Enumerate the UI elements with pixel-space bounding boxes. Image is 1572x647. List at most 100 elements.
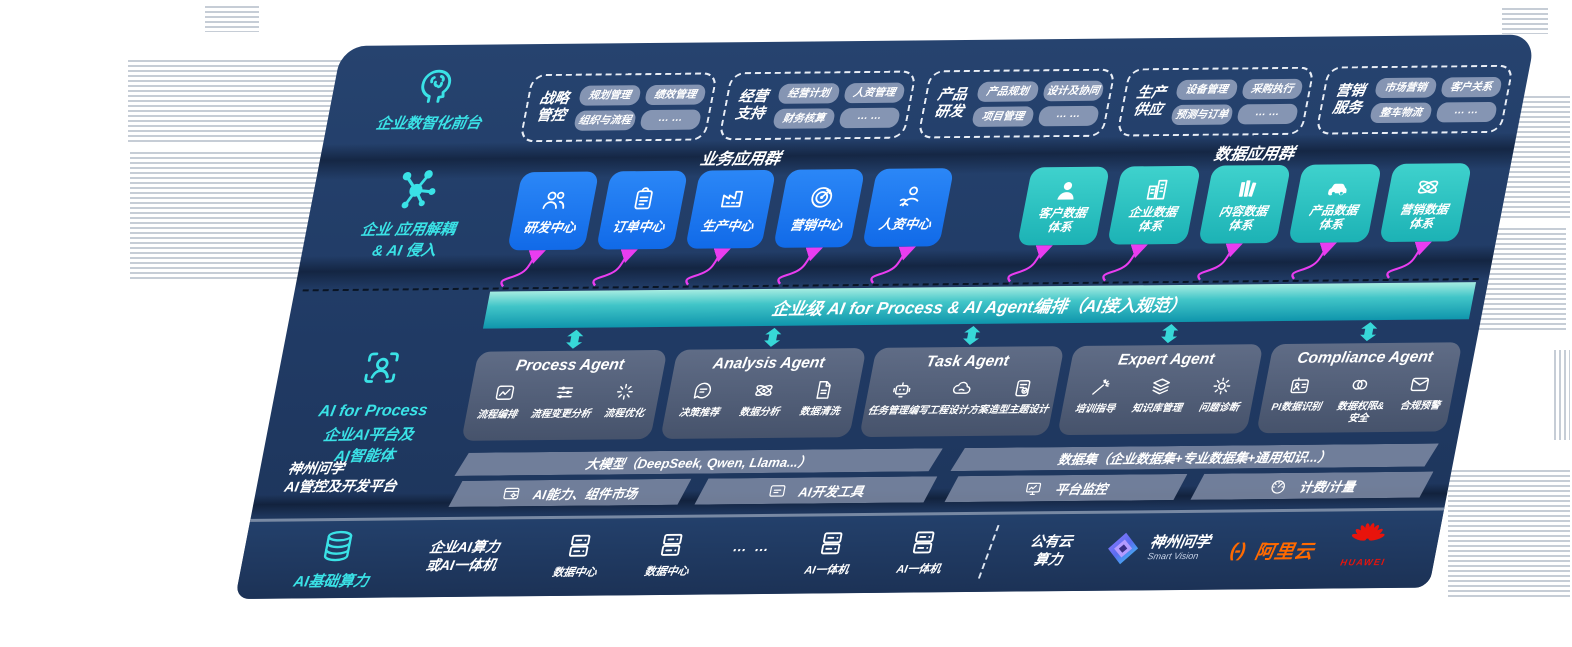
alicloud-logo: (-) 阿里云: [1228, 537, 1317, 565]
agent-boxes: Process Agent 流程编排 流程变更分析 流程优化 Analysis …: [461, 342, 1463, 441]
infra-strip: AI基础算力 企业AI算力 或AI一体机 数据中心 数据中心 … … AI一体机: [234, 507, 1445, 600]
group-title: 经营支持: [733, 88, 770, 123]
ai-appliance-node: AI一体机: [790, 528, 869, 578]
front-office-groups: 战略管控 规划管理 绩效管理 组织与流程 … … 经营支持 经营计划 人资管理 …: [518, 64, 1515, 143]
app-label: 企业数据体系: [1127, 205, 1179, 234]
decor-stripes-top-right: [1502, 8, 1548, 34]
model-bar: 大模型（DeepSeek, Qwen, Llama...）: [454, 448, 942, 476]
infra-label: AI基础算力: [274, 526, 396, 591]
app-label: 生产中心: [699, 218, 755, 234]
decor-stripes-right-3: [1554, 350, 1570, 440]
platform-area: 大模型（DeepSeek, Qwen, Llama...） AI能力、组件市场 …: [448, 443, 1438, 507]
app-label: 营销数据体系: [1398, 202, 1450, 231]
rnd-team-icon: [538, 186, 571, 214]
platform-label-line2: AI管控及开发平台: [283, 477, 399, 495]
agent-title: Expert Agent: [1116, 350, 1217, 369]
app-rnd-center: 研发中心: [507, 171, 599, 251]
diagnosis-gear-icon: [1208, 374, 1235, 397]
ai-for-process-line1: AI for Process: [317, 402, 430, 421]
business-apps-heading: 业务应用群: [698, 150, 782, 169]
band-agent-arrow: [764, 327, 782, 347]
agent-feature: 培训指导: [1073, 403, 1117, 415]
ai-dev-tools-cell: AI开发工具: [694, 476, 937, 504]
app-product-data: 产品数据体系: [1288, 164, 1382, 243]
front-office-label: 企业数智化前台: [361, 60, 507, 133]
platform-dataset-half: 数据集（企业数据集+专业数据集+通用知识...） 平台监控 计费/计量: [944, 443, 1438, 502]
process-orchestration-icon: [491, 381, 518, 404]
group-title: 生产供应: [1131, 84, 1168, 119]
module-pill: 组织与流程: [573, 109, 637, 131]
compute-db-icon: [315, 527, 360, 565]
expert-agent-box: Expert Agent 培训指导 知识库管理 问题诊断: [1057, 344, 1264, 436]
app-label: 人资中心: [877, 216, 933, 232]
cell-label: 计费/计量: [1297, 478, 1357, 495]
data-analysis-atom-icon: [750, 379, 777, 402]
band-agent-arrow: [566, 329, 584, 349]
group-product-rd: 产品研发 产品规划 设计及协同 项目管理 … …: [916, 68, 1117, 139]
decor-stripes-bottom-right: [1448, 470, 1570, 600]
app-order-center: 订单中心: [595, 170, 688, 250]
platform-model-half: 大模型（DeepSeek, Qwen, Llama...） AI能力、组件市场 …: [448, 448, 942, 507]
front-office-title: 企业数智化前台: [374, 114, 483, 133]
agent-feature: 合规预警: [1398, 400, 1441, 412]
group-strategy: 战略管控 规划管理 绩效管理 组织与流程 … …: [518, 72, 719, 143]
enterprise-compute-label: 企业AI算力 或AI一体机: [399, 537, 526, 575]
data-cleaning-doc-icon: [810, 378, 837, 401]
business-apps: 研发中心 订单中心 生产中心 营销中心 人资中心: [507, 168, 955, 251]
band-agent-arrow: [1360, 322, 1378, 342]
app-label: 内容数据体系: [1217, 204, 1269, 233]
app-label: 研发中心: [522, 219, 578, 236]
agent-feature: 数据分析: [738, 406, 781, 419]
customer-person-icon: [1051, 177, 1083, 204]
group-title: 营销服务: [1330, 82, 1367, 117]
module-pill: … …: [1434, 101, 1499, 123]
module-pill: … …: [638, 109, 703, 130]
metering-cell: 计费/计量: [1190, 472, 1433, 500]
app-hr-center: 人资中心: [862, 168, 955, 248]
pi-data-idcard-icon: [1286, 374, 1313, 397]
cloud-line1: 公有云: [1029, 532, 1075, 550]
agent-title: Analysis Agent: [711, 354, 827, 373]
data-apps-heading: 数据应用群: [1212, 145, 1296, 164]
cell-label: 平台监控: [1053, 481, 1109, 497]
product-car-icon: [1322, 174, 1354, 201]
agent-feature: PI数据识别: [1270, 401, 1323, 414]
node-label: AI一体机: [895, 563, 942, 576]
app-enterprise-data: 企业数据体系: [1107, 165, 1201, 245]
group-title: 产品研发: [932, 86, 969, 121]
module-pill: 采购执行: [1240, 78, 1304, 99]
training-wand-icon: [1087, 376, 1114, 399]
group-title: 战略管控: [534, 90, 571, 125]
group-production-supply: 生产供应 设备管理 采购执行 预测与订单 … …: [1115, 66, 1316, 137]
ai-injection-arrows: [500, 241, 1432, 288]
process-agent-box: Process Agent 流程编排 流程变更分析 流程优化: [461, 349, 668, 441]
analysis-agent-box: Analysis Agent 决策推荐 数据分析 数据清洗: [660, 347, 867, 439]
molecule-icon: [387, 165, 444, 214]
smartvision-diamond-icon: [1102, 530, 1145, 566]
module-pill: 项目管理: [971, 105, 1035, 127]
datacenter-node: 数据中心: [630, 529, 709, 579]
ai-orchestration-band-label: 企业级 AI for Process & AI Agent编排（AI接入规范）: [770, 295, 1189, 319]
module-pill: 设计及协同: [1041, 80, 1105, 101]
group-operation: 经营支持 经营计划 人资管理 财务核算 … …: [717, 70, 918, 141]
cell-label: AI开发工具: [797, 483, 866, 500]
module-pill: 规划管理: [578, 84, 642, 106]
node-label: 数据中心: [551, 566, 598, 580]
ai-orchestration-band: 企业级 AI for Process & AI Agent编排（AI接入规范）: [482, 282, 1477, 329]
module-pill: 整车物流: [1369, 102, 1433, 123]
app-production-center: 生产中心: [684, 169, 777, 249]
agent-title: Compliance Agent: [1295, 348, 1435, 367]
platform-label: 神州问学 AI管控及开发平台: [283, 458, 450, 496]
agent-feature: 流程优化: [603, 408, 646, 420]
infra-title: AI基础算力: [292, 572, 371, 591]
process-change-analysis-icon: [551, 381, 578, 404]
decoupling-title-line2: & AI 侵入: [370, 242, 438, 260]
group-marketing-service: 营销服务 市场营销 客户关系 整车物流 … …: [1314, 64, 1515, 135]
agent-feature: 知识库管理: [1130, 402, 1183, 415]
app-customer-data: 客户数据体系: [1017, 166, 1111, 246]
compute-line1: 企业AI算力: [428, 538, 502, 556]
public-cloud-label: 公有云 算力: [1011, 532, 1088, 569]
module-pill: 产品规划: [976, 80, 1040, 102]
agent-title: Task Agent: [924, 352, 1011, 371]
node-label: 数据中心: [643, 565, 690, 579]
